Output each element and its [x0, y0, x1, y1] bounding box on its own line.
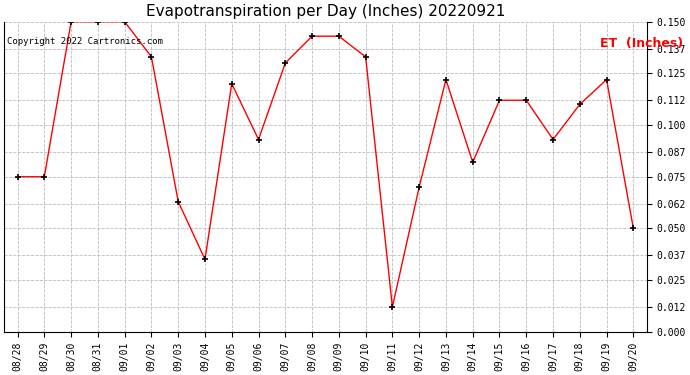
Title: Evapotranspiration per Day (Inches) 20220921: Evapotranspiration per Day (Inches) 2022… [146, 4, 505, 19]
Text: ET  (Inches): ET (Inches) [600, 38, 683, 51]
Text: Copyright 2022 Cartronics.com: Copyright 2022 Cartronics.com [7, 38, 163, 46]
